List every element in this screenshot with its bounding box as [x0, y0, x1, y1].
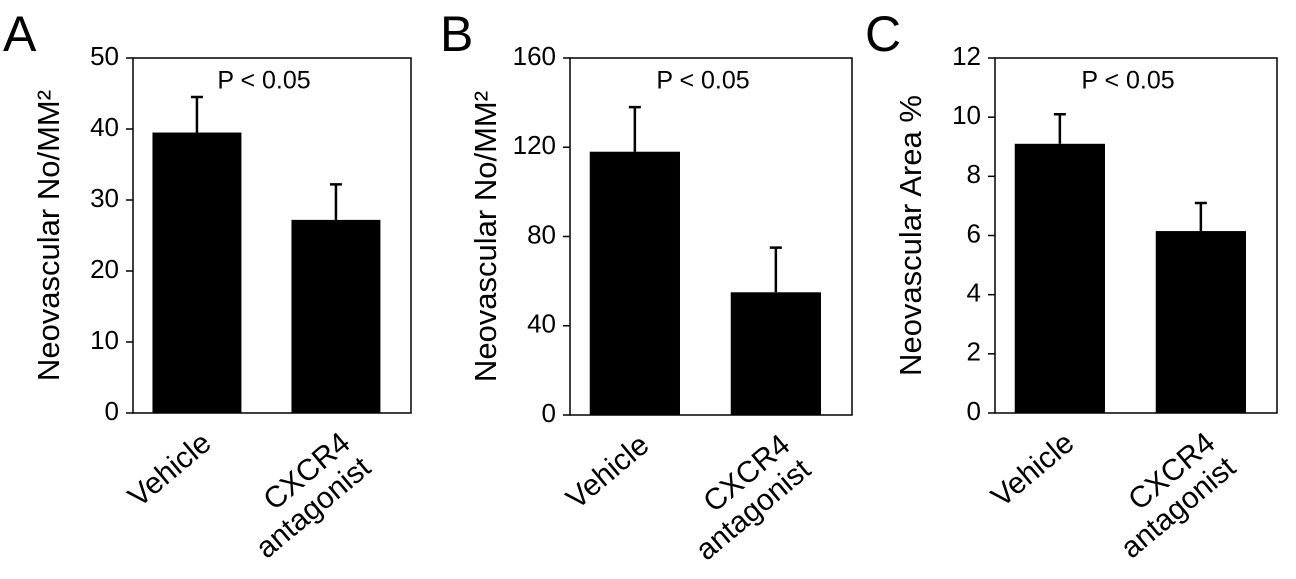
x-tick-label: Vehicle: [985, 427, 1081, 514]
y-tick-label: 4: [967, 278, 981, 308]
y-tick-label: 12: [952, 41, 981, 71]
error-bar: [1194, 201, 1207, 232]
x-tick-label: CXCR4 antagonist: [689, 429, 817, 567]
panel-label: A: [3, 6, 37, 62]
y-tick-label: 10: [952, 100, 981, 130]
x-tick-label: CXCR4 antagonist: [1114, 427, 1242, 565]
bar: [1014, 143, 1105, 413]
panel: C Neovascular Area % 0 2 4 6 8 10 12 P < 0.05 Vehi…: [865, 6, 1278, 565]
annotation: P < 0.05: [1081, 67, 1174, 95]
panel: A Neovascular No/MM² 0 10 20 30 40 50 P < 0.05 Ve…: [3, 6, 412, 565]
bar: [730, 292, 821, 415]
x-tick-label: Vehicle: [560, 429, 656, 516]
y-tick-label: 8: [967, 159, 981, 189]
y-tick-label: 10: [90, 325, 119, 355]
y-axis-label: Neovascular No/MM²: [468, 91, 503, 382]
error-bar: [1053, 112, 1066, 144]
error-bar: [329, 183, 342, 220]
plot-frame: [132, 57, 412, 414]
bar: [152, 132, 242, 414]
y-tick-label: 30: [90, 183, 119, 213]
y-tick-label: 2: [967, 337, 981, 367]
x-tick-label: CXCR4 antagonist: [249, 427, 377, 565]
y-axis-label: Neovascular Area %: [893, 95, 928, 376]
bar: [589, 151, 680, 415]
panel-label: C: [865, 6, 901, 62]
x-tick-label-box: CXCR4 antagonist: [1114, 427, 1242, 565]
y-tick-label: 80: [527, 219, 556, 249]
panel-label: B: [440, 6, 473, 62]
y-tick-label: 40: [90, 112, 119, 142]
error-bar: [769, 246, 782, 293]
bar: [291, 219, 381, 413]
x-tick-label-box: CXCR4 antagonist: [249, 427, 377, 565]
error-bar: [190, 95, 203, 133]
x-tick-label: Vehicle: [122, 427, 218, 514]
annotation: P < 0.05: [217, 67, 310, 95]
y-tick-label: 0: [105, 396, 119, 426]
x-tick-label-box: Vehicle: [560, 429, 656, 516]
x-tick-label-box: Vehicle: [122, 427, 218, 514]
y-tick-label: 0: [542, 398, 556, 428]
error-bar: [628, 105, 641, 152]
y-tick-label: 0: [967, 396, 981, 426]
x-tick-label-box: Vehicle: [985, 427, 1081, 514]
y-tick-label: 50: [90, 41, 119, 71]
y-tick-label: 40: [527, 309, 556, 339]
y-tick-label: 160: [513, 41, 556, 71]
panel: B Neovascular No/MM² 0 40 80 120 160 P < 0.05 Ve…: [440, 6, 853, 567]
y-axis-label: Neovascular No/MM²: [31, 90, 66, 381]
y-tick-label: 6: [967, 218, 981, 248]
annotation: P < 0.05: [656, 67, 749, 95]
x-tick-label-box: CXCR4 antagonist: [689, 429, 817, 567]
bar: [1155, 231, 1246, 413]
y-tick-label: 20: [90, 254, 119, 284]
y-tick-label: 120: [513, 130, 556, 160]
